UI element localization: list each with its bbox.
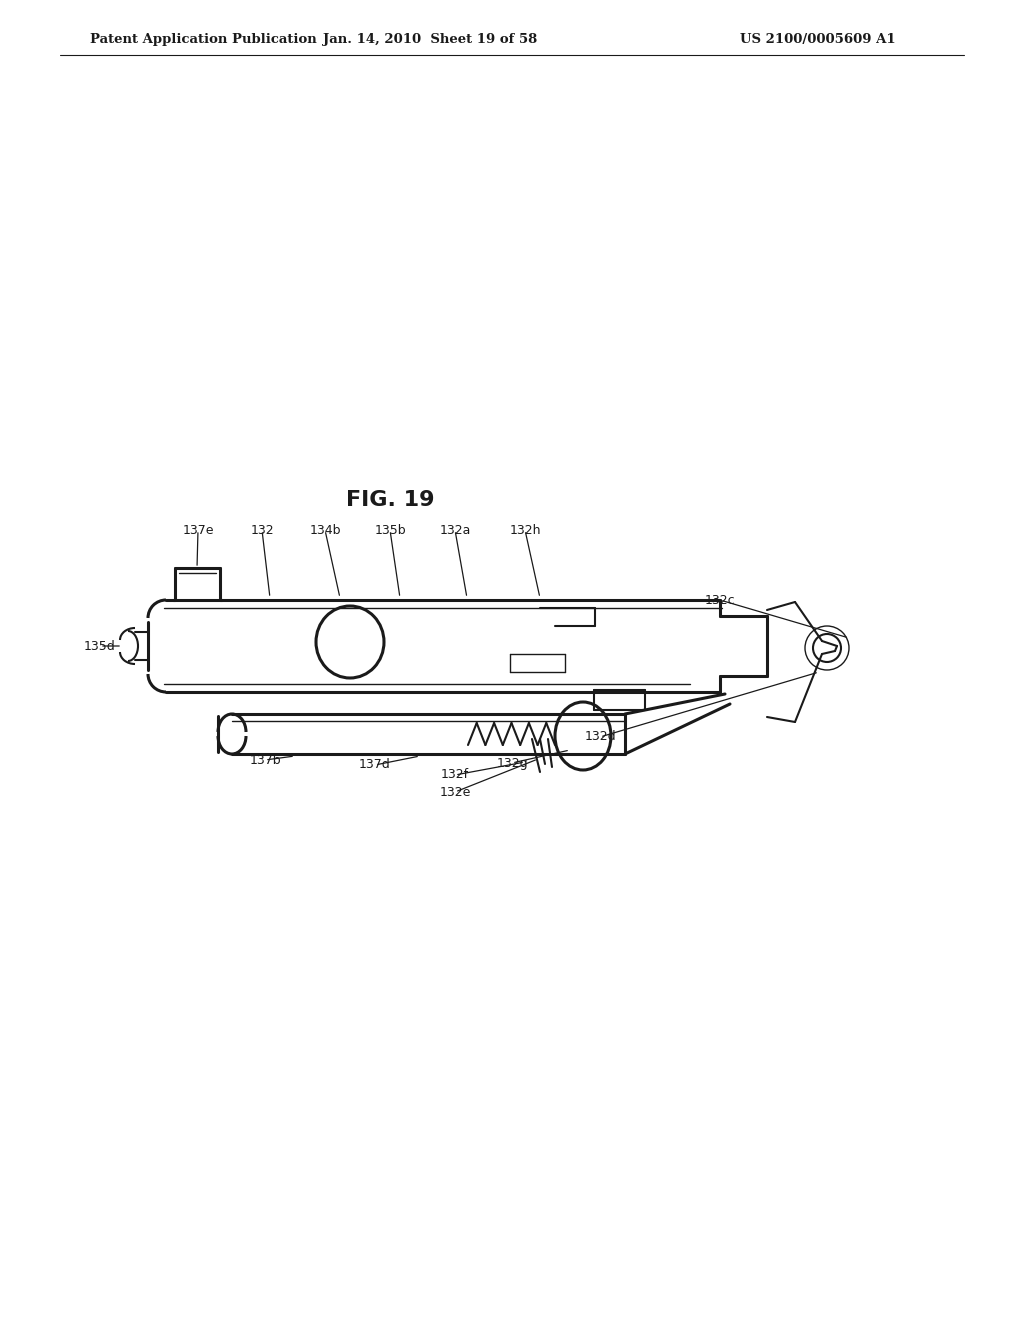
Text: FIG. 19: FIG. 19 (346, 490, 434, 510)
Text: Patent Application Publication: Patent Application Publication (90, 33, 316, 46)
Text: 135d: 135d (84, 639, 116, 652)
Text: 132h: 132h (509, 524, 541, 536)
Text: 134b: 134b (309, 524, 341, 536)
Text: 132g: 132g (497, 756, 527, 770)
Text: Jan. 14, 2010  Sheet 19 of 58: Jan. 14, 2010 Sheet 19 of 58 (323, 33, 538, 46)
Text: 132f: 132f (441, 768, 469, 781)
Text: 137d: 137d (359, 759, 391, 771)
Text: 132c: 132c (705, 594, 735, 606)
Text: 135b: 135b (374, 524, 406, 536)
Text: 132a: 132a (439, 524, 471, 536)
Text: 137e: 137e (182, 524, 214, 536)
Text: 132: 132 (250, 524, 273, 536)
Text: 132d: 132d (584, 730, 615, 743)
Text: US 2100/0005609 A1: US 2100/0005609 A1 (740, 33, 896, 46)
Text: 137b: 137b (249, 754, 281, 767)
Text: 132e: 132e (439, 785, 471, 799)
